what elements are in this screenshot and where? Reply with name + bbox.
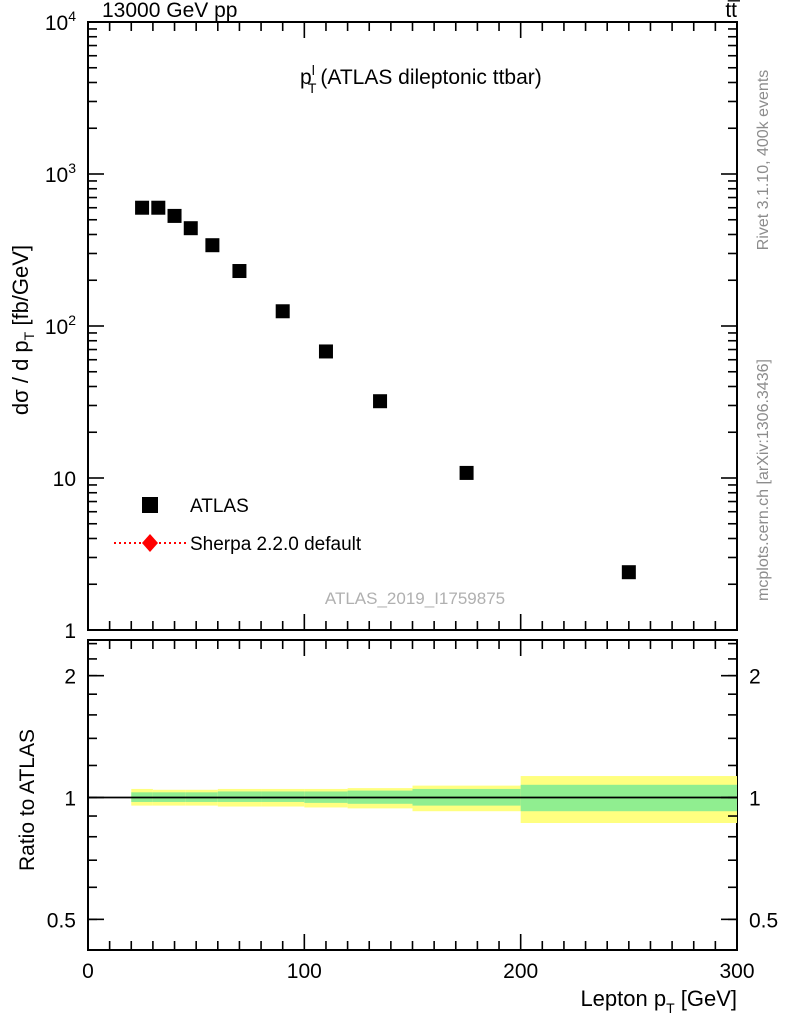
x-tick-label: 200	[503, 960, 538, 983]
main-panel-frame	[87, 21, 738, 631]
svg-text:dσ / d pT [fb/GeV]: dσ / d pT [fb/GeV]	[8, 245, 37, 415]
data-point-marker	[275, 304, 290, 319]
svg-text:mcplots.cern.ch [arXiv:1306.34: mcplots.cern.ch [arXiv:1306.3436]	[755, 359, 772, 601]
main-y-tick-label: 10	[53, 468, 76, 491]
side-label-mcplots: mcplots.cern.ch [arXiv:1306.3436]	[755, 359, 772, 601]
side-label-rivet: Rivet 3.1.10, 400k events	[755, 70, 772, 251]
svg-text:Rivet 3.1.10, 400k events: Rivet 3.1.10, 400k events	[755, 70, 772, 251]
svg-text:Ratio to ATLAS: Ratio to ATLAS	[16, 729, 39, 871]
plot-title: pl T (ATLAS dileptonic ttbar)	[300, 62, 542, 96]
data-point-marker	[373, 394, 388, 409]
data-point-marker	[167, 208, 182, 223]
data-point-marker	[318, 344, 333, 359]
data-point-marker	[459, 465, 474, 480]
data-point-marker	[183, 221, 198, 236]
data-point-marker	[135, 200, 150, 215]
analysis-watermark: ATLAS_2019_I1759875	[325, 589, 505, 608]
x-tick-label: 0	[82, 960, 94, 983]
main-y-axis-title: dσ / d pT [fb/GeV]	[8, 245, 37, 415]
legend: ATLAS Sherpa 2.2.0 default	[114, 496, 362, 555]
ratio-plot-panel: 0.5 0.5 1 1 2 2 0 100 200 300 Ratio to ATLAS	[16, 639, 778, 983]
ratio-y-tick-label-right: 1	[749, 788, 761, 811]
main-plot-panel: 1 10 102 103 104 dσ / d pT [fb/GeV] pl T (ATLA…	[8, 8, 738, 643]
header-right-label: tt̅	[725, 0, 741, 22]
x-tick-label: 100	[287, 960, 322, 983]
data-point-marker	[205, 238, 220, 253]
ratio-x-axis-ticks: 0 100 200 300	[82, 640, 755, 983]
uncertainty-bands	[131, 776, 737, 824]
ratio-y-tick-label-right: 0.5	[749, 909, 778, 932]
ratio-y-tick-label-left: 1	[64, 788, 76, 811]
ratio-y-tick-label-right: 2	[749, 666, 761, 689]
atlas-data-points	[135, 200, 636, 580]
legend-entry-label: Sherpa 2.2.0 default	[190, 534, 362, 555]
legend-marker-square	[142, 497, 158, 513]
ratio-y-axis-title: Ratio to ATLAS	[16, 729, 39, 871]
main-y-tick-label: 104	[45, 8, 76, 35]
ratio-y-tick-label-left: 0.5	[47, 909, 76, 932]
main-y-tick-label: 103	[45, 160, 76, 187]
x-tick-label: 300	[719, 960, 754, 983]
legend-entry-label: ATLAS	[190, 496, 249, 517]
main-y-tick-label: 102	[45, 312, 76, 339]
data-point-marker	[621, 565, 636, 580]
data-point-marker	[232, 264, 247, 279]
main-x-axis-ticks	[87, 22, 738, 630]
data-point-marker	[151, 200, 166, 215]
main-y-axis-ticks: 1 10 102 103 104	[45, 8, 737, 643]
main-y-tick-label: 1	[64, 620, 76, 643]
x-axis-title: Lepton pT [GeV]	[580, 986, 737, 1016]
ratio-y-tick-label-left: 2	[64, 666, 76, 689]
legend-marker-diamond	[142, 534, 158, 552]
header-left-label: 13000 GeV pp	[102, 0, 237, 22]
